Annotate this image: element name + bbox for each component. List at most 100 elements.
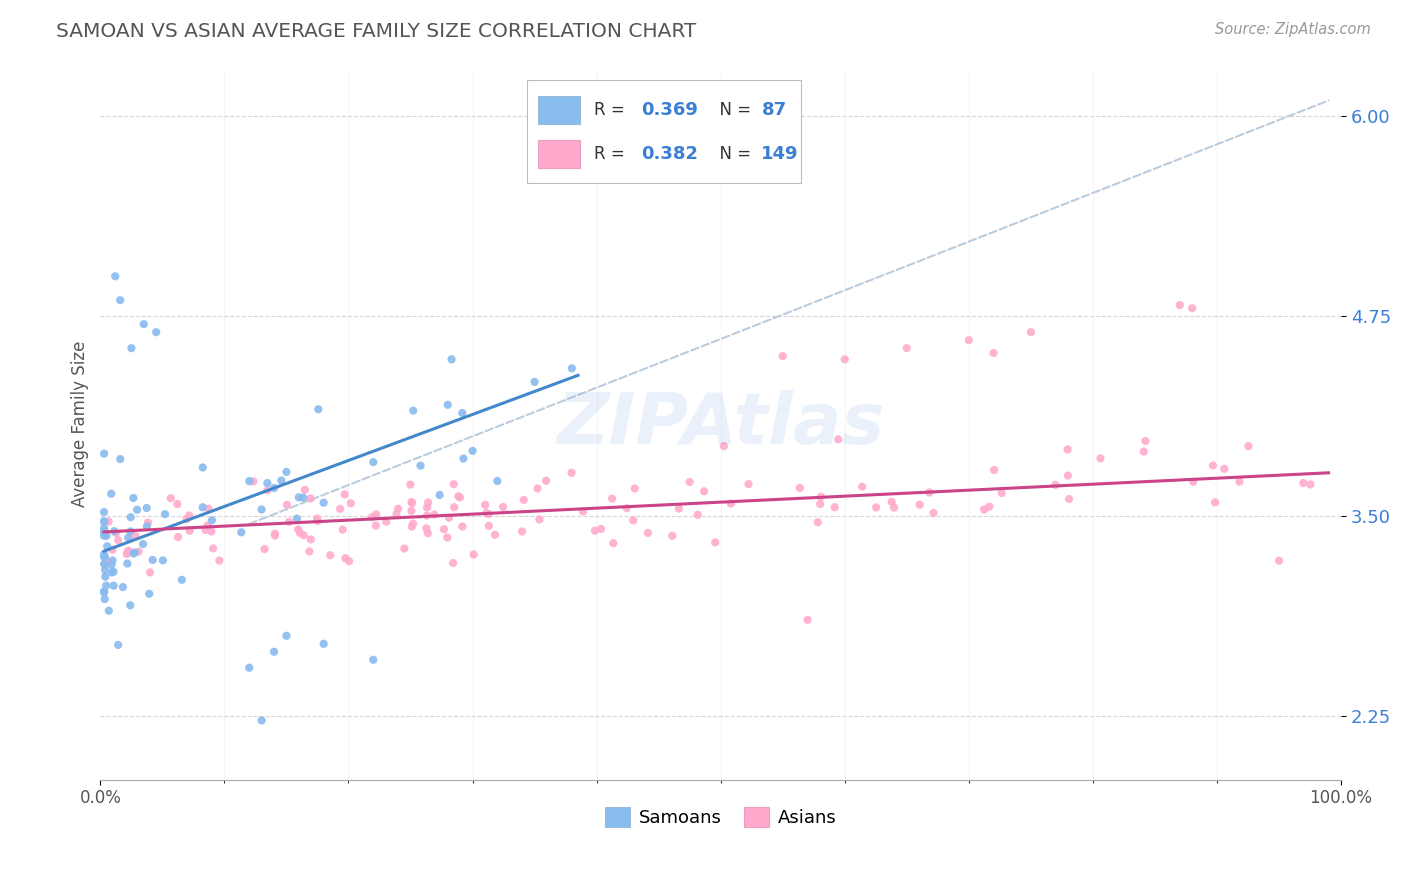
Point <box>94 563 117 577</box>
Point <box>1213 462 1236 476</box>
Point <box>101 542 124 557</box>
Bar <box>538 140 581 169</box>
Point <box>451 519 474 533</box>
Point <box>104 269 127 284</box>
Point <box>1229 475 1251 489</box>
Point <box>127 502 149 516</box>
Point <box>176 512 198 526</box>
Point <box>492 500 515 514</box>
Point <box>361 510 384 524</box>
Point <box>93 547 115 561</box>
Point <box>433 522 456 536</box>
Point <box>401 504 423 518</box>
Point <box>623 482 645 496</box>
Point <box>1132 444 1154 458</box>
Point <box>475 506 498 520</box>
Point <box>124 545 146 559</box>
Point <box>990 486 1012 500</box>
Point <box>201 513 224 527</box>
Point <box>332 523 354 537</box>
Text: SAMOAN VS ASIAN AVERAGE FAMILY SIZE CORRELATION CHART: SAMOAN VS ASIAN AVERAGE FAMILY SIZE CORR… <box>56 22 696 41</box>
Point <box>253 542 276 557</box>
Point <box>394 541 416 556</box>
Point <box>416 526 439 541</box>
Point <box>94 570 117 584</box>
Point <box>307 514 329 528</box>
Point <box>616 501 638 516</box>
Point <box>159 491 181 506</box>
Point <box>263 645 285 659</box>
Point <box>409 458 432 473</box>
Point <box>589 522 612 536</box>
Point <box>453 451 475 466</box>
Point <box>1237 439 1260 453</box>
Point <box>337 554 360 568</box>
Point <box>983 463 1005 477</box>
Point <box>637 525 659 540</box>
Point <box>256 476 278 491</box>
Point <box>510 524 533 539</box>
Point <box>96 578 118 592</box>
Point <box>93 585 115 599</box>
Point <box>908 498 931 512</box>
Point <box>443 500 465 515</box>
Point <box>526 482 548 496</box>
Point <box>983 346 1005 360</box>
Point <box>399 477 422 491</box>
Point <box>443 477 465 491</box>
Text: N =: N = <box>709 145 756 163</box>
Point <box>449 491 471 505</box>
Point <box>135 501 157 516</box>
Text: 0.382: 0.382 <box>641 145 697 163</box>
Point <box>128 545 150 559</box>
Point <box>307 402 329 417</box>
Point <box>138 587 160 601</box>
Point <box>93 584 115 599</box>
Point <box>263 481 285 495</box>
Point <box>693 484 716 499</box>
Point <box>375 515 398 529</box>
Point <box>335 551 357 566</box>
Point <box>278 515 301 529</box>
Point <box>299 491 322 506</box>
Point <box>97 604 120 618</box>
Point <box>451 406 474 420</box>
Point <box>93 447 115 461</box>
Point <box>292 528 315 542</box>
Point <box>264 526 287 541</box>
Point <box>93 557 115 571</box>
Point <box>686 508 709 522</box>
Point <box>197 518 219 533</box>
Point <box>117 557 139 571</box>
Point <box>152 553 174 567</box>
Point <box>401 495 423 509</box>
Point <box>122 491 145 505</box>
Point <box>364 518 387 533</box>
Point <box>827 433 849 447</box>
Point <box>474 498 496 512</box>
Point <box>824 500 846 515</box>
Point <box>115 547 138 561</box>
Point <box>366 508 388 522</box>
Point <box>108 293 131 308</box>
Point <box>93 550 115 565</box>
Point <box>256 483 278 498</box>
Point <box>880 495 903 509</box>
Point <box>231 525 253 540</box>
Point <box>107 533 129 548</box>
Point <box>250 714 273 728</box>
Point <box>145 325 167 339</box>
Point <box>93 524 115 538</box>
Point <box>93 521 115 535</box>
Point <box>132 537 155 551</box>
Point <box>298 544 321 558</box>
Point <box>1268 554 1291 568</box>
Point <box>103 579 125 593</box>
Point <box>1135 434 1157 448</box>
Point <box>142 553 165 567</box>
Point <box>713 439 735 453</box>
Point <box>153 507 176 521</box>
Point <box>401 496 423 510</box>
Point <box>110 452 132 467</box>
Point <box>103 524 125 538</box>
